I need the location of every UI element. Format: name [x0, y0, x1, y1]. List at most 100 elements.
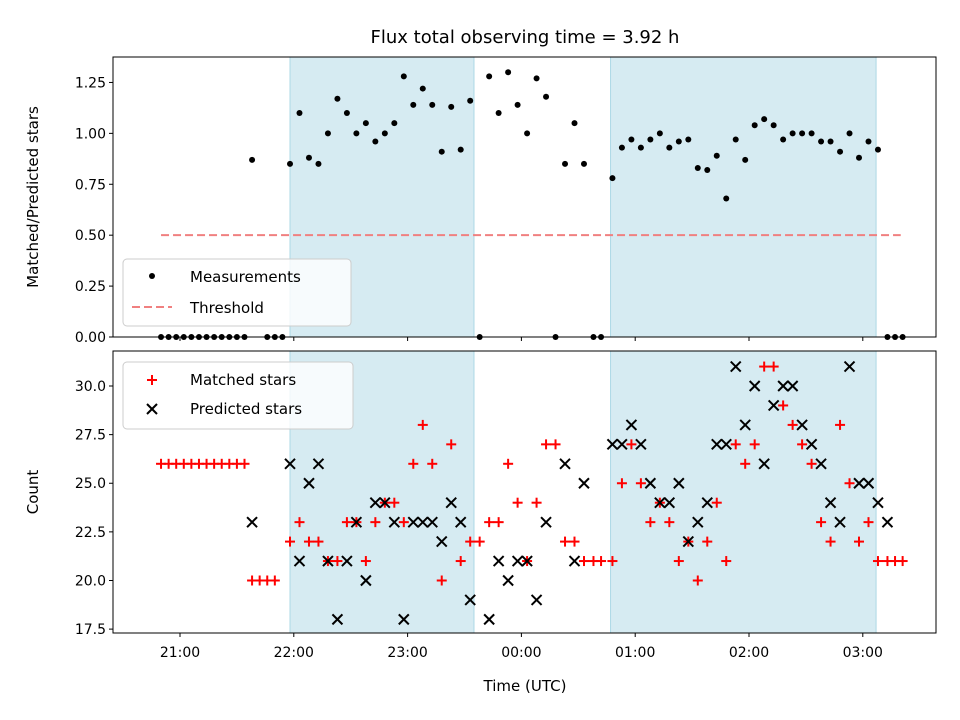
matched-star-point [711, 497, 722, 508]
predicted-star-point-b [388, 516, 401, 528]
predicted-star-point-b [872, 496, 884, 509]
predicted-star-point [862, 477, 875, 489]
predicted-star-point [445, 496, 457, 509]
predicted-star-point-b [341, 555, 353, 567]
predicted-star-point [398, 613, 410, 626]
x-tick-label: 22:00 [274, 645, 314, 661]
predicted-star-point [748, 380, 761, 392]
chart-title: Flux total observing time = 3.92 h [371, 27, 680, 48]
predicted-star-point [426, 516, 438, 528]
predicted-star-point-b [758, 458, 770, 470]
measurement-point [448, 103, 455, 110]
predicted-star-point-b [360, 574, 372, 587]
measurement-point [410, 101, 417, 108]
matched-star-point [825, 536, 836, 547]
matched-star-point [844, 478, 855, 489]
predicted-star-point-b [331, 613, 344, 626]
matched-star-point [493, 517, 504, 528]
y-tick-label: 1.00 [75, 126, 106, 142]
observing-interval [610, 57, 877, 337]
matched-star-point [863, 517, 874, 528]
predicted-star-point [331, 613, 344, 626]
measurement-point [808, 130, 815, 137]
matched-star-point [816, 517, 827, 528]
predicted-star-point [530, 594, 543, 606]
predicted-star-point [568, 555, 581, 567]
predicted-star-point-b [843, 360, 856, 373]
y-tick-label: 20.0 [75, 573, 106, 589]
measurement-point [438, 148, 445, 155]
predicted-star-point-b [511, 555, 524, 567]
predicted-star-point [796, 419, 808, 431]
x-tick-label: 21:00 [160, 645, 200, 661]
measurement-point [343, 110, 350, 116]
predicted-star-point [767, 399, 780, 412]
predicted-star-point-b [654, 496, 666, 509]
x-tick-label: 00:00 [501, 645, 541, 661]
y-tick-label: 22.5 [75, 525, 106, 541]
predicted-star-point-b [568, 555, 581, 567]
predicted-star-point [578, 477, 590, 489]
measurement-point [391, 120, 398, 127]
y-tick-label: 17.5 [75, 622, 106, 638]
predicted-star-point [606, 438, 619, 451]
measurement-point [846, 130, 853, 137]
measurement-point [467, 97, 474, 104]
measurement-point [694, 164, 701, 171]
matched-star-point [897, 556, 908, 567]
measurement-point [789, 130, 796, 137]
predicted-star-point [739, 419, 751, 431]
predicted-star-point [663, 496, 676, 509]
predicted-star-point [388, 516, 401, 528]
matched-star-point [749, 439, 760, 450]
matched-star-point [740, 458, 751, 469]
predicted-star-point-b [881, 516, 894, 528]
measurement-point [874, 146, 881, 153]
predicted-star-point-b [853, 477, 865, 489]
predicted-star-point-b [616, 438, 628, 451]
predicted-star-point-b [322, 555, 334, 567]
measurement-point [770, 122, 777, 129]
predicted-star-point [853, 477, 865, 489]
predicted-star-point [711, 438, 723, 451]
x-tick-label: 23:00 [387, 645, 427, 661]
bottom-axes: 17.5 20.0 22.5 25.0 27.5 30.0 21:00 22:00 23:00 0… [24, 350, 937, 695]
predicted-star-point [654, 496, 666, 509]
predicted-star-point [786, 380, 799, 392]
predicted-star-point-b [426, 516, 438, 528]
y-tick-label: 0.25 [75, 279, 106, 295]
matched-star-point [285, 536, 296, 547]
predicted-star-point-b [369, 496, 382, 509]
matched-star-point [787, 419, 798, 430]
matched-star-point [578, 556, 589, 567]
y-tick-label: 1.25 [75, 75, 106, 91]
matched-star-point [269, 575, 280, 586]
measurement-point [827, 138, 834, 145]
measurement-point [723, 195, 730, 202]
matched-star-point [635, 478, 646, 489]
predicted-star-point-b [625, 419, 638, 431]
y-tick-label: 27.5 [75, 428, 106, 444]
matched-star-point [596, 556, 607, 567]
predicted-star-point [843, 360, 856, 373]
predicted-star-point [815, 458, 827, 470]
matched-star-point [341, 517, 352, 528]
measurement-point [856, 154, 863, 161]
predicted-star-point [701, 496, 713, 509]
predicted-star-point [454, 516, 467, 528]
predicted-star-point [881, 516, 894, 528]
x-tick-label: 02:00 [729, 645, 769, 661]
matched-star-point [313, 536, 324, 547]
axes-frame [112, 350, 937, 634]
legend-marker-predicted [146, 403, 158, 415]
measurement-point [287, 160, 294, 167]
predicted-star-point-b [730, 360, 742, 373]
legend-label-matched: Matched stars [190, 371, 296, 389]
predicted-star-point [303, 477, 315, 489]
matched-star-point [465, 536, 476, 547]
matched-star-point [474, 536, 485, 547]
predicted-star-point-b [777, 380, 789, 392]
matched-star-point [759, 361, 770, 372]
predicted-star-point-b [692, 516, 704, 528]
measurement-point [457, 146, 464, 153]
